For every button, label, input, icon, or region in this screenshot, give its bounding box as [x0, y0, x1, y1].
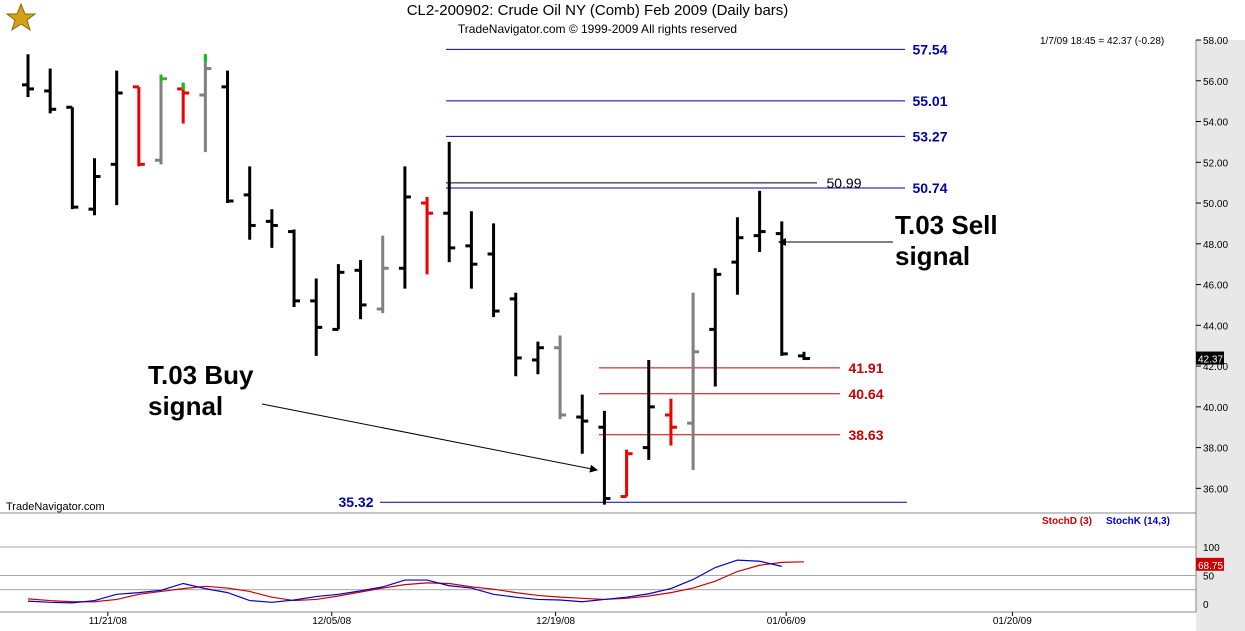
ohlc-bar — [731, 217, 743, 294]
level-label: 53.27 — [912, 128, 947, 144]
price-tick-label: 38.00 — [1203, 444, 1228, 455]
date-tick-label: 01/20/09 — [993, 616, 1032, 627]
ohlc-bar — [798, 352, 810, 360]
ohlc-bar — [133, 87, 145, 166]
ohlc-bar — [66, 107, 78, 209]
price-tick-label: 56.00 — [1203, 77, 1228, 88]
price-tick-label: 54.00 — [1203, 118, 1228, 129]
ohlc-bar — [288, 230, 300, 307]
last-price-box — [1196, 352, 1224, 365]
ohlc-bar — [687, 293, 699, 470]
ohlc-bar — [421, 197, 433, 274]
ohlc-bar — [266, 209, 278, 248]
price-tick-label: 42.00 — [1203, 362, 1228, 373]
stoch-last-label: 68.75 — [1198, 561, 1223, 572]
level-label: 38.63 — [848, 427, 883, 443]
ohlc-bar — [532, 342, 544, 375]
buy-signal-annotation: T.03 Buy signal — [148, 360, 254, 422]
ohlc-bar — [22, 54, 34, 97]
stoch-tick-label: 100 — [1203, 543, 1220, 554]
stochk-line — [28, 560, 782, 603]
buy-signal-arrow — [262, 404, 597, 470]
ohlc-bar — [355, 260, 367, 319]
level-label: 50.99 — [826, 175, 861, 191]
date-tick-label: 12/19/08 — [536, 616, 575, 627]
ohlc-bar — [111, 71, 123, 206]
level-label: 35.32 — [338, 494, 373, 510]
stoch-tick-label: 0 — [1203, 600, 1209, 611]
stochd-line — [28, 562, 804, 602]
ohlc-bar — [554, 336, 566, 420]
ohlc-bar — [776, 221, 788, 356]
level-label: 40.64 — [848, 386, 883, 402]
ohlc-bar — [443, 142, 455, 262]
ohlc-bar — [44, 69, 56, 114]
level-label: 50.74 — [912, 180, 947, 196]
ohlc-bar — [510, 293, 522, 377]
ohlc-bar — [155, 75, 167, 165]
stoch-tick-label: 50 — [1203, 572, 1215, 583]
price-tick-label: 58.00 — [1203, 36, 1228, 47]
level-label: 41.91 — [848, 360, 883, 376]
price-tick-label: 50.00 — [1203, 199, 1228, 210]
ohlc-bar — [89, 158, 101, 215]
stoch-last-box — [1196, 558, 1224, 571]
ohlc-bar — [310, 278, 322, 355]
price-tick-label: 44.00 — [1203, 321, 1228, 332]
date-tick-label: 12/05/08 — [312, 616, 351, 627]
copyright-text: TradeNavigator.com © 1999-2009 All right… — [0, 22, 1195, 36]
level-label: 57.54 — [912, 41, 947, 57]
price-tick-label: 40.00 — [1203, 403, 1228, 414]
price-tick-label: 52.00 — [1203, 158, 1228, 169]
ohlc-bar — [709, 268, 721, 386]
ohlc-bar — [665, 399, 677, 446]
ohlc-bar — [377, 236, 389, 313]
ohlc-bar — [399, 166, 411, 288]
last-quote-stamp: 1/7/09 18:45 = 42.37 (-0.28) — [1040, 36, 1164, 47]
sell-signal-annotation: T.03 Sell signal — [895, 210, 998, 272]
price-tick-label: 36.00 — [1203, 484, 1228, 495]
last-price-label: 42.37 — [1198, 355, 1223, 366]
watermark-label: TradeNavigator.com — [6, 501, 105, 513]
ohlc-bar — [332, 264, 344, 329]
ohlc-bar — [222, 71, 234, 203]
price-axis-panel — [1196, 40, 1245, 631]
date-tick-label: 11/21/08 — [89, 616, 128, 627]
ohlc-bar — [576, 395, 588, 454]
ohlc-bar — [199, 54, 211, 152]
price-tick-label: 46.00 — [1203, 281, 1228, 292]
legend-stochd: StochD (3) — [1042, 516, 1092, 527]
ohlc-bar — [754, 191, 766, 252]
ohlc-bar — [598, 411, 610, 505]
chart-title: CL2-200902: Crude Oil NY (Comb) Feb 2009… — [0, 2, 1195, 19]
price-tick-label: 48.00 — [1203, 240, 1228, 251]
level-label: 55.01 — [912, 93, 947, 109]
ohlc-bar — [488, 223, 500, 317]
ohlc-bar — [621, 450, 633, 497]
legend-stochk: StochK (14,3) — [1106, 516, 1170, 527]
date-tick-label: 01/06/09 — [767, 616, 806, 627]
ohlc-bar — [244, 166, 256, 239]
ohlc-bar — [177, 83, 189, 124]
ohlc-bar — [643, 360, 655, 460]
ohlc-bar — [465, 211, 477, 288]
